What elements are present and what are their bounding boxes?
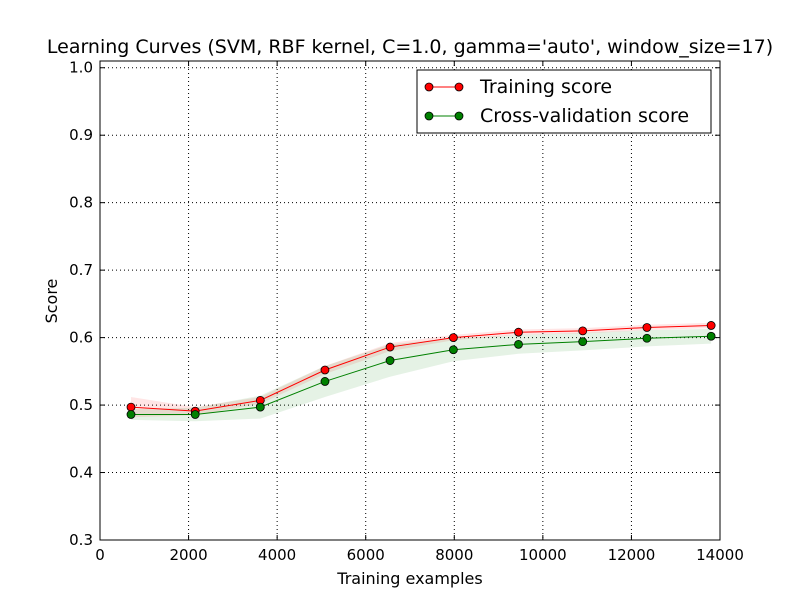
data-point bbox=[448, 345, 458, 355]
y-tick-label: 0.3 bbox=[69, 531, 93, 549]
data-point bbox=[706, 331, 716, 341]
chart-title: Learning Curves (SVM, RBF kernel, C=1.0,… bbox=[47, 36, 773, 58]
data-point bbox=[190, 410, 200, 419]
x-tick-label: 0 bbox=[95, 546, 105, 564]
y-tick-label: 0.8 bbox=[69, 194, 93, 212]
legend-label: Training score bbox=[479, 76, 612, 98]
x-tick-label: 4000 bbox=[258, 546, 296, 564]
axes-frame bbox=[99, 60, 721, 541]
x-axis-label: Training examples bbox=[336, 569, 482, 588]
data-point bbox=[642, 323, 652, 332]
y-tick-label: 0.5 bbox=[69, 396, 93, 414]
x-tick-label: 8000 bbox=[435, 546, 473, 564]
x-tick-label: 10000 bbox=[519, 546, 567, 564]
confidence-band bbox=[131, 322, 712, 418]
y-tick-label: 0.7 bbox=[69, 261, 93, 279]
data-point bbox=[385, 356, 395, 365]
data-point bbox=[320, 365, 330, 375]
confidence-band bbox=[131, 328, 712, 422]
data-point bbox=[126, 402, 136, 412]
data-point bbox=[578, 337, 588, 347]
legend: Training score Cross-validation score bbox=[416, 69, 712, 134]
y-axis-label: Score bbox=[42, 279, 61, 324]
data-point bbox=[514, 327, 523, 337]
data-point bbox=[514, 339, 523, 349]
x-tick-label: 12000 bbox=[608, 546, 656, 564]
legend-label: Cross-validation score bbox=[480, 105, 689, 127]
y-tick-label: 0.4 bbox=[69, 464, 93, 482]
y-tick-label: 0.6 bbox=[69, 329, 93, 347]
y-tick-label: 0.9 bbox=[69, 126, 93, 144]
legend-marker bbox=[454, 111, 464, 121]
data-point bbox=[578, 326, 588, 336]
data-point bbox=[255, 402, 265, 412]
series-line bbox=[130, 324, 712, 412]
x-tick-label: 14000 bbox=[696, 546, 744, 564]
legend-marker bbox=[424, 82, 434, 92]
data-point bbox=[385, 342, 395, 352]
x-tick-label: 6000 bbox=[347, 546, 385, 564]
legend-marker bbox=[454, 82, 464, 92]
data-point bbox=[448, 333, 458, 343]
data-point bbox=[642, 333, 652, 343]
x-tick-label: 2000 bbox=[169, 546, 207, 564]
plot-area: 0 2000 4000 6000 8000 10000 12000 14000 0.3 0.4 0.… bbox=[69, 59, 744, 564]
data-point bbox=[320, 377, 330, 386]
y-tick-label: 1.0 bbox=[69, 59, 93, 77]
data-point bbox=[126, 410, 136, 419]
legend-marker bbox=[424, 111, 434, 121]
data-point bbox=[706, 321, 716, 330]
legend-box bbox=[416, 69, 712, 134]
series-line bbox=[131, 335, 712, 416]
